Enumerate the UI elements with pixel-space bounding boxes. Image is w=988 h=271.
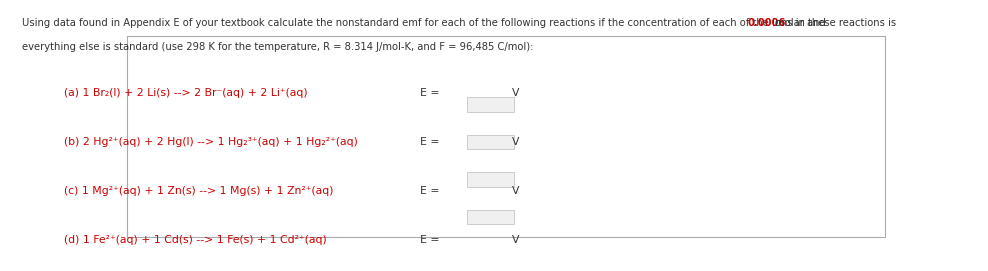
Text: E =: E = (420, 235, 440, 245)
Text: (b) 2 Hg²⁺(aq) + 2 Hg(l) --> 1 Hg₂³⁺(aq) + 1 Hg₂²⁺(aq): (b) 2 Hg²⁺(aq) + 2 Hg(l) --> 1 Hg₂³⁺(aq)… (64, 137, 358, 147)
FancyBboxPatch shape (466, 210, 514, 224)
Text: 0.0006: 0.0006 (748, 18, 785, 28)
FancyBboxPatch shape (466, 135, 514, 149)
Text: E =: E = (420, 137, 440, 147)
Text: (a) 1 Br₂(l) + 2 Li(s) --> 2 Br⁻(aq) + 2 Li⁺(aq): (a) 1 Br₂(l) + 2 Li(s) --> 2 Br⁻(aq) + 2… (64, 89, 308, 98)
Text: (d) 1 Fe²⁺(aq) + 1 Cd(s) --> 1 Fe(s) + 1 Cd²⁺(aq): (d) 1 Fe²⁺(aq) + 1 Cd(s) --> 1 Fe(s) + 1… (64, 235, 327, 245)
Text: V: V (512, 89, 520, 98)
Text: V: V (512, 186, 520, 196)
Text: Using data found in Appendix E of your textbook calculate the nonstandard emf fo: Using data found in Appendix E of your t… (22, 18, 899, 28)
Text: molar and: molar and (772, 18, 826, 28)
Text: V: V (512, 137, 520, 147)
Text: V: V (512, 235, 520, 245)
FancyBboxPatch shape (466, 97, 514, 112)
FancyBboxPatch shape (466, 172, 514, 187)
Text: E =: E = (420, 186, 440, 196)
Text: E =: E = (420, 89, 440, 98)
Text: everything else is standard (use 298 K for the temperature, R = 8.314 J/mol-K, a: everything else is standard (use 298 K f… (22, 42, 534, 52)
FancyBboxPatch shape (127, 36, 885, 237)
Text: (c) 1 Mg²⁺(aq) + 1 Zn(s) --> 1 Mg(s) + 1 Zn²⁺(aq): (c) 1 Mg²⁺(aq) + 1 Zn(s) --> 1 Mg(s) + 1… (64, 186, 334, 196)
